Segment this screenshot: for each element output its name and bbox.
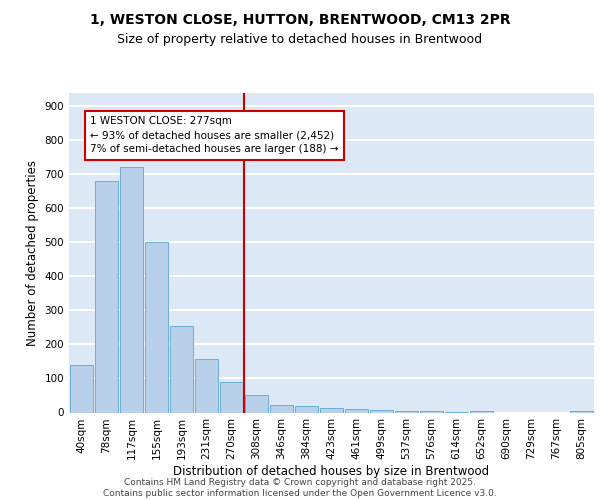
Text: Size of property relative to detached houses in Brentwood: Size of property relative to detached ho…: [118, 32, 482, 46]
Text: 1, WESTON CLOSE, HUTTON, BRENTWOOD, CM13 2PR: 1, WESTON CLOSE, HUTTON, BRENTWOOD, CM13…: [89, 12, 511, 26]
Y-axis label: Number of detached properties: Number of detached properties: [26, 160, 39, 346]
Bar: [370, 410, 394, 412]
Bar: [269, 405, 293, 412]
Bar: [295, 406, 319, 412]
X-axis label: Distribution of detached houses by size in Brentwood: Distribution of detached houses by size …: [173, 465, 490, 478]
Text: Contains HM Land Registry data © Crown copyright and database right 2025.
Contai: Contains HM Land Registry data © Crown c…: [103, 478, 497, 498]
Bar: [119, 168, 143, 412]
Bar: [569, 411, 593, 412]
Bar: [395, 411, 418, 412]
Bar: [145, 242, 169, 412]
Bar: [344, 409, 368, 412]
Bar: [70, 365, 94, 412]
Bar: [220, 382, 244, 412]
Bar: [419, 411, 443, 412]
Bar: [245, 395, 268, 412]
Text: 1 WESTON CLOSE: 277sqm
← 93% of detached houses are smaller (2,452)
7% of semi-d: 1 WESTON CLOSE: 277sqm ← 93% of detached…: [90, 116, 339, 154]
Bar: [320, 408, 343, 412]
Bar: [194, 358, 218, 412]
Bar: [95, 181, 118, 412]
Bar: [170, 326, 193, 412]
